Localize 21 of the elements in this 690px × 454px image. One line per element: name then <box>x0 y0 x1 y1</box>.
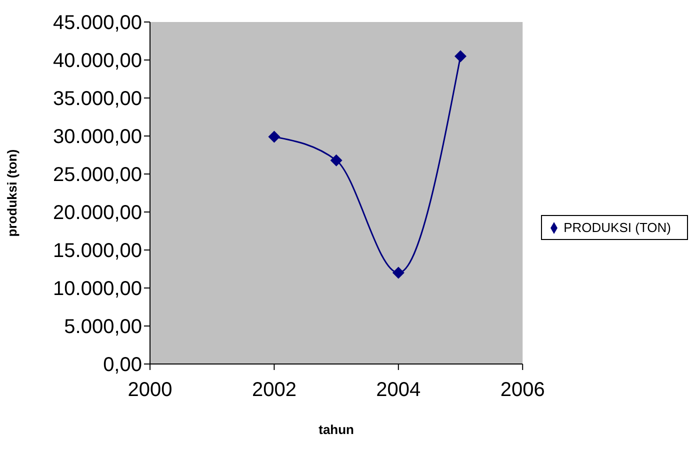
point <box>392 266 404 279</box>
x-axis-title: tahun <box>318 422 354 437</box>
y-tick-label: 30.000,00 <box>53 126 142 148</box>
y-tick-label: 40.000,00 <box>53 50 142 72</box>
y-tick-label: 15.000,00 <box>53 240 142 262</box>
y-tick-label: 25.000,00 <box>53 164 142 186</box>
y-axis-title: produksi (ton) <box>4 149 20 237</box>
y-tick-label: 10.000,00 <box>53 278 142 300</box>
y-tick-label: 5.000,00 <box>64 316 142 338</box>
point <box>330 154 342 166</box>
x-tick-label: 2006 <box>500 379 545 402</box>
y-tick-label: 35.000,00 <box>53 88 142 110</box>
point <box>268 130 280 143</box>
legend-label: PRODUKSI (TON) <box>564 220 671 234</box>
y-tick-label: 0,00 <box>103 354 142 376</box>
y-tick-label: 45.000,00 <box>53 12 142 34</box>
x-tick-label: 2000 <box>128 379 172 402</box>
y-tick-label: 20.000,00 <box>53 202 142 224</box>
point <box>454 50 467 62</box>
x-tick-label: 2004 <box>376 379 421 402</box>
x-tick-label: 2002 <box>252 379 296 402</box>
